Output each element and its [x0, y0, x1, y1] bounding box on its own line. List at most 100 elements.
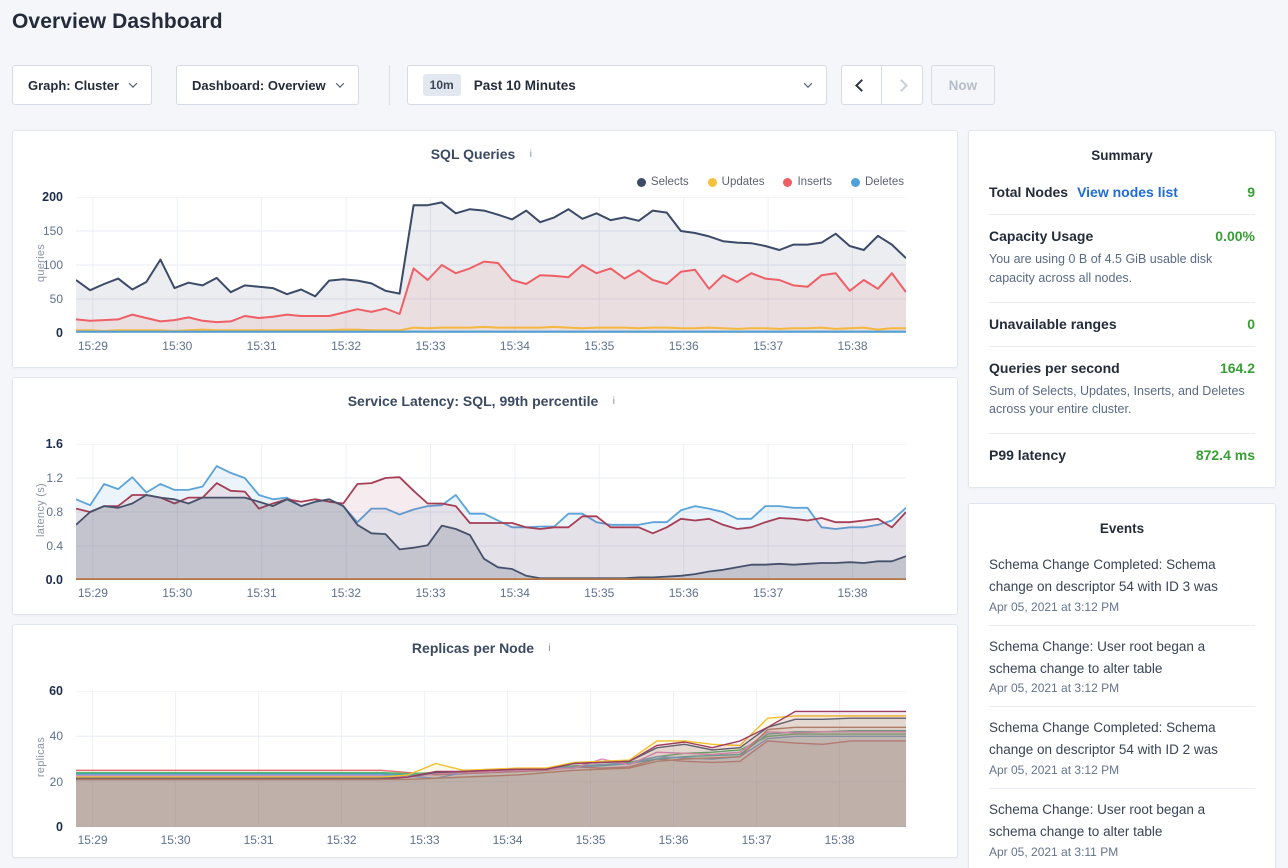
legend-label: Deletes [865, 176, 904, 188]
legend-dot-icon [851, 177, 860, 187]
legend-item: Deletes [851, 176, 904, 188]
y-axis-ticks: 60 40 20 0 [13, 684, 69, 834]
x-axis-ticks: 15:29 15:30 15:31 15:32 15:33 15:34 15:35 15:36… [76, 586, 906, 602]
dashboard-dropdown[interactable]: Dashboard: Overview [176, 65, 359, 105]
replicas-per-node-chart-panel: Replicas per Node i replicas 60 40 20 0 15:… [12, 624, 958, 858]
summary-row-top: P99 latency 872.4 ms [989, 447, 1255, 463]
chevron-right-icon [895, 78, 909, 92]
previous-time-window-button[interactable] [842, 66, 882, 104]
toolbar: Graph: Cluster Dashboard: Overview 10m P… [12, 65, 996, 105]
event-text: Schema Change Completed: Schema change o… [989, 720, 1218, 758]
now-button[interactable]: Now [930, 65, 996, 105]
x-axis-tick: 15:29 [77, 833, 108, 847]
x-axis-tick: 15:32 [331, 586, 362, 600]
x-axis-tick: 15:30 [162, 586, 193, 600]
x-axis-tick: 15:35 [575, 833, 606, 847]
y-axis-tick: 1.2 [46, 471, 63, 485]
x-axis-tick: 15:34 [499, 586, 530, 600]
y-axis-tick: 0 [56, 326, 63, 340]
events-list: Schema Change Completed: Schema change o… [969, 544, 1275, 868]
event-timestamp: Apr 05, 2021 at 3:12 PM [989, 599, 1120, 614]
event-timestamp: Apr 05, 2021 at 3:12 PM [989, 681, 1120, 696]
chart-header: SQL Queries i [13, 145, 957, 162]
legend-label: Inserts [797, 176, 832, 188]
summary-row-label: Unavailable ranges [989, 315, 1117, 332]
summary-row-value: 872.4 ms [1195, 447, 1255, 463]
x-axis-tick: 15:36 [668, 339, 699, 353]
y-axis-tick: 0.4 [46, 539, 63, 553]
chevron-left-icon [854, 78, 868, 92]
legend-item: Inserts [783, 176, 832, 188]
legend-item: Updates [707, 176, 764, 188]
legend-item: Selects [636, 176, 689, 188]
y-axis-tick: 0 [56, 820, 63, 834]
time-range-label: Past 10 Minutes [473, 77, 576, 93]
time-pager [840, 65, 923, 105]
event-item: Schema Change: User root began a schema … [989, 789, 1255, 868]
summary-row-caption: Sum of Selects, Updates, Inserts, and De… [989, 383, 1245, 417]
sql-queries-chart-panel: SQL Queries i Selects Updates Inserts Delet… [12, 130, 958, 368]
event-timestamp: Apr 05, 2021 at 3:11 PM [989, 844, 1119, 859]
x-axis-ticks: 15:29 15:30 15:31 15:32 15:33 15:34 15:35 15:36… [76, 833, 906, 849]
chart-header: Service Latency: SQL, 99th percentile i [13, 392, 957, 409]
chart-legend: Selects Updates Inserts Deletes [636, 176, 904, 188]
x-axis-tick: 15:36 [658, 833, 689, 847]
summary-row-label: P99 latency [989, 447, 1067, 463]
summary-row-top: Total Nodes View nodes list 9 [989, 184, 1255, 200]
info-icon[interactable]: i [529, 147, 532, 160]
summary-title: Summary [1091, 148, 1153, 163]
event-timestamp: Apr 05, 2021 at 3:12 PM [989, 763, 1120, 778]
page-title: Overview Dashboard [12, 10, 223, 33]
events-panel: Events Schema Change Completed: Schema c… [968, 503, 1276, 868]
chart-title: Service Latency: SQL, 99th percentile [347, 392, 599, 409]
summary-row: Capacity Usage 0.00% You are using 0 B of … [989, 215, 1255, 303]
replicas-per-node-chart-plot[interactable] [76, 691, 906, 827]
x-axis-tick: 15:31 [246, 339, 277, 353]
view-nodes-list-link[interactable]: View nodes list [1077, 184, 1178, 200]
legend-label: Selects [650, 176, 689, 188]
x-axis-tick: 15:31 [243, 833, 274, 847]
y-axis-tick: 50 [49, 292, 63, 306]
x-axis-tick: 15:33 [415, 339, 446, 353]
summary-row-label: Total Nodes [989, 184, 1069, 200]
chevron-down-icon [128, 79, 138, 88]
sql-queries-chart-plot[interactable] [76, 197, 906, 333]
event-item: Schema Change Completed: Schema change o… [989, 707, 1255, 790]
x-axis-tick: 15:37 [753, 339, 784, 353]
summary-row: Queries per second 164.2 Sum of Selects, U… [989, 347, 1255, 434]
summary-row-label: Capacity Usage [989, 228, 1094, 244]
x-axis-tick: 15:35 [584, 339, 615, 353]
x-axis-tick: 15:34 [499, 339, 530, 353]
content: SQL Queries i Selects Updates Inserts Delet… [12, 130, 1276, 868]
x-axis-tick: 15:37 [741, 833, 772, 847]
graph-dropdown-label: Graph: Cluster [28, 77, 120, 93]
info-icon[interactable]: i [548, 641, 551, 654]
y-axis-ticks: 200 150 100 50 0 [13, 190, 69, 340]
summary-panel: Summary Total Nodes View nodes list 9 Capac… [968, 130, 1276, 488]
toolbar-divider [388, 65, 390, 105]
x-axis-tick: 15:31 [246, 586, 277, 600]
event-text: Schema Change: User root began a schema … [989, 638, 1206, 676]
event-item: Schema Change Completed: Schema change o… [989, 544, 1255, 626]
summary-row: Total Nodes View nodes list 9 [989, 171, 1255, 215]
x-axis-tick: 15:38 [837, 586, 868, 600]
event-item: Schema Change: User root began a schema … [989, 626, 1255, 708]
x-axis-tick: 15:36 [668, 586, 699, 600]
y-axis-tick: 100 [42, 258, 63, 272]
next-time-window-button[interactable] [882, 66, 922, 104]
service-latency-chart-plot[interactable] [76, 444, 906, 580]
info-icon[interactable]: i [612, 394, 615, 407]
x-axis-ticks: 15:29 15:30 15:31 15:32 15:33 15:34 15:35 15:36… [76, 339, 906, 355]
x-axis-tick: 15:38 [824, 833, 855, 847]
events-title: Events [1099, 521, 1145, 536]
time-range-selector[interactable]: 10m Past 10 Minutes [406, 65, 827, 105]
graph-dropdown[interactable]: Graph: Cluster [12, 65, 153, 105]
chevron-down-icon [803, 79, 812, 88]
summary-row: Unavailable ranges 0 [989, 303, 1255, 347]
x-axis-tick: 15:33 [409, 833, 440, 847]
summary-row-label: Queries per second [989, 359, 1120, 376]
legend-dot-icon [707, 177, 717, 187]
y-axis-ticks: 1.6 1.2 0.8 0.4 0.0 [13, 437, 69, 587]
summary-row: P99 latency 872.4 ms [989, 434, 1255, 477]
